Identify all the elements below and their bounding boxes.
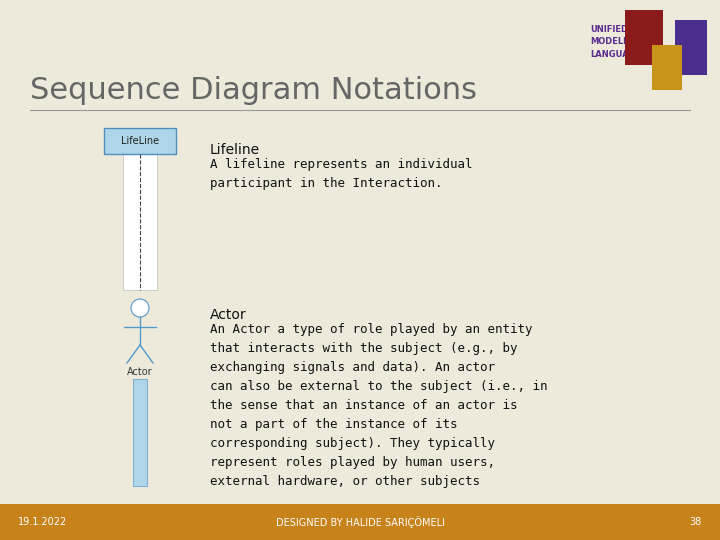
Text: A lifeline represents an individual
participant in the Interaction.: A lifeline represents an individual part… (210, 158, 472, 190)
Bar (675, 20, 707, 75)
Text: Actor: Actor (127, 367, 153, 377)
Circle shape (131, 299, 149, 317)
Bar (0, 504, 720, 540)
Text: 19.1.2022: 19.1.2022 (18, 517, 67, 527)
Text: DESIGNED BY HALIDE SARIÇÖMELI: DESIGNED BY HALIDE SARIÇÖMELI (276, 516, 444, 528)
Text: UNIFIED
MODELING
LANGUAGE: UNIFIED MODELING LANGUAGE (590, 25, 641, 59)
Bar (652, 45, 682, 90)
Bar (625, 10, 663, 65)
Text: Lifeline: Lifeline (210, 143, 260, 157)
Bar (133, 379, 147, 486)
Bar (104, 128, 176, 154)
Text: LifeLine: LifeLine (121, 136, 159, 146)
Bar (123, 154, 157, 290)
Text: Actor: Actor (210, 308, 247, 322)
Text: Sequence Diagram Notations: Sequence Diagram Notations (30, 76, 477, 105)
Text: An Actor a type of role played by an entity
that interacts with the subject (e.g: An Actor a type of role played by an ent… (210, 323, 547, 488)
Text: 38: 38 (690, 517, 702, 527)
